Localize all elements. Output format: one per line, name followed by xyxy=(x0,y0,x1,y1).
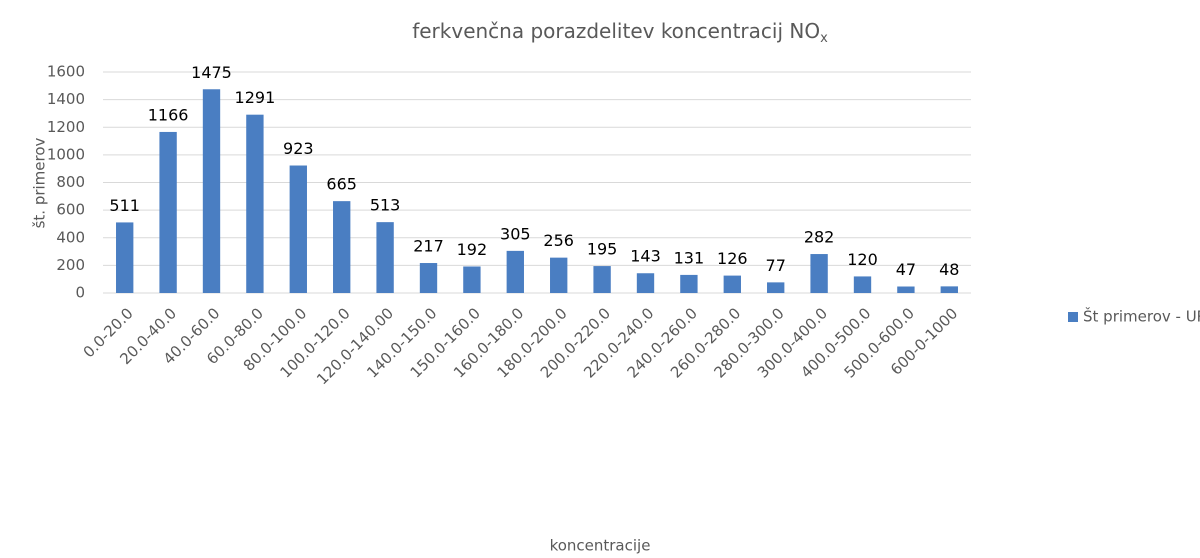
x-axis-label: koncentracije xyxy=(550,537,651,555)
data-label: 511 xyxy=(109,196,140,215)
data-label: 665 xyxy=(326,175,357,194)
data-label: 1475 xyxy=(191,63,232,82)
y-axis-label: št. primerov xyxy=(31,137,49,228)
chart-title: ferkvenčna porazdelitev koncentracij NOx xyxy=(412,19,828,46)
bar xyxy=(463,266,481,293)
bar xyxy=(202,89,221,293)
data-label: 131 xyxy=(674,248,705,267)
y-tick-label: 1600 xyxy=(47,63,85,81)
y-tick-label: 0 xyxy=(75,284,85,302)
bar xyxy=(636,273,655,293)
y-tick-label: 200 xyxy=(56,256,85,274)
bar xyxy=(550,257,568,293)
data-label: 77 xyxy=(766,256,786,275)
bar xyxy=(116,222,134,293)
bar xyxy=(767,282,785,293)
legend-swatch xyxy=(1068,312,1078,322)
data-label: 143 xyxy=(630,247,661,266)
data-label: 217 xyxy=(413,237,444,256)
data-label: 192 xyxy=(457,240,488,259)
y-tick-label: 1200 xyxy=(47,118,85,136)
data-label: 305 xyxy=(500,224,531,243)
title-main: ferkvenčna porazdelitev koncentracij NO xyxy=(412,19,820,43)
bar xyxy=(159,131,177,293)
bar xyxy=(246,114,264,293)
y-tick-label: 600 xyxy=(56,201,85,219)
data-label: 126 xyxy=(717,249,748,268)
bar xyxy=(853,276,872,293)
data-label: 47 xyxy=(896,260,916,279)
bar xyxy=(810,254,828,293)
bar xyxy=(289,165,307,293)
data-label: 513 xyxy=(370,196,401,215)
data-label: 48 xyxy=(939,260,959,279)
title-subscript: x xyxy=(820,31,828,46)
y-tick-label: 1000 xyxy=(47,145,85,163)
legend-label: Št primerov - URA xyxy=(1083,307,1200,326)
bar xyxy=(897,286,915,293)
data-label: 256 xyxy=(543,231,574,250)
y-tick-label: 400 xyxy=(56,228,85,246)
data-label: 195 xyxy=(587,240,618,259)
data-label: 1291 xyxy=(235,88,276,107)
data-label: 1166 xyxy=(148,105,189,124)
y-tick-label: 1400 xyxy=(47,90,85,108)
bar xyxy=(723,275,741,293)
bar xyxy=(333,201,351,293)
data-label: 282 xyxy=(804,228,835,247)
data-label: 923 xyxy=(283,139,314,158)
bar xyxy=(593,266,611,293)
bar xyxy=(376,222,394,293)
bar xyxy=(940,286,958,293)
y-tick-label: 800 xyxy=(56,173,85,191)
bar xyxy=(419,263,438,293)
bar xyxy=(680,274,698,293)
data-label: 120 xyxy=(847,250,878,269)
bar xyxy=(506,250,524,293)
